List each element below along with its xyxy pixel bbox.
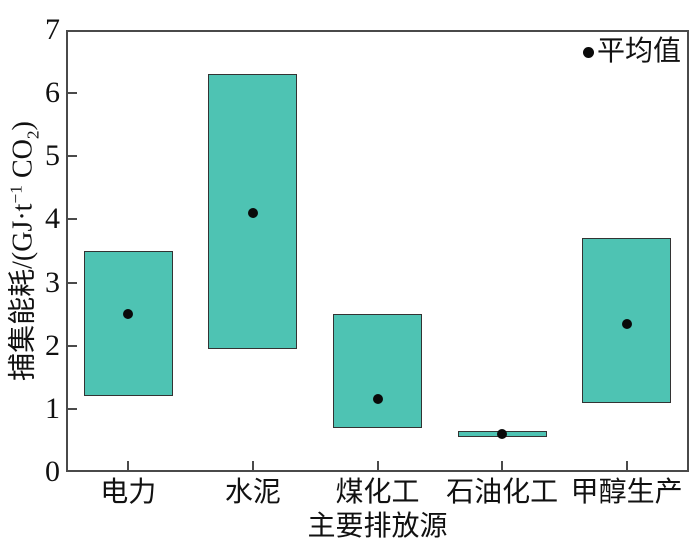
y-axis-tick (68, 155, 77, 158)
y-axis-tick (68, 407, 77, 410)
average-value-dot (123, 309, 134, 320)
legend: 平均值 (582, 36, 681, 67)
y-axis-title: 捕集能耗/(GJ·t−1 CO2) (1, 121, 44, 381)
y-axis-title-part: ) (7, 121, 39, 131)
y-axis-title-part: CO (7, 139, 39, 186)
y-tick-label: 3 (45, 265, 60, 299)
average-value-dot (247, 208, 258, 219)
y-tick-label: 5 (45, 139, 60, 173)
y-tick-label: 0 (45, 455, 60, 488)
x-category-label: 甲醇生产 (570, 477, 683, 508)
x-axis-tick (625, 461, 628, 470)
y-axis-title-superscript: −1 (6, 185, 26, 204)
y-tick-label: 2 (45, 328, 60, 362)
x-axis-tick (501, 461, 504, 470)
x-axis-tick (376, 461, 379, 470)
x-category-label: 石油化工 (446, 477, 559, 508)
y-tick-label: 6 (45, 76, 60, 110)
y-tick-label: 4 (45, 202, 60, 236)
x-category-label: 煤化工 (335, 477, 420, 508)
y-axis-tick (68, 218, 77, 221)
y-axis-title-subscript: 2 (23, 130, 43, 140)
plot-area: 平均值 (66, 30, 689, 472)
y-axis-tick (68, 281, 77, 284)
average-marker-dot-icon (582, 46, 594, 58)
average-value-dot (372, 394, 383, 405)
y-axis-title-part: 捕集能耗/(GJ·t (7, 203, 39, 381)
x-category-label: 电力 (100, 477, 157, 508)
x-axis-title: 主要排放源 (307, 511, 448, 542)
x-axis-tick (251, 461, 254, 470)
y-tick-label: 7 (45, 13, 60, 46)
y-tick-label: 1 (45, 391, 60, 425)
y-axis-tick (68, 344, 77, 347)
x-axis-tick (127, 461, 130, 470)
y-axis-tick (68, 92, 77, 95)
average-value-dot (497, 429, 508, 440)
x-category-label: 水泥 (224, 477, 281, 508)
range-bar (333, 314, 422, 428)
range-bar (83, 251, 173, 397)
legend-label: 平均值 (596, 36, 681, 67)
average-value-dot (621, 318, 632, 329)
